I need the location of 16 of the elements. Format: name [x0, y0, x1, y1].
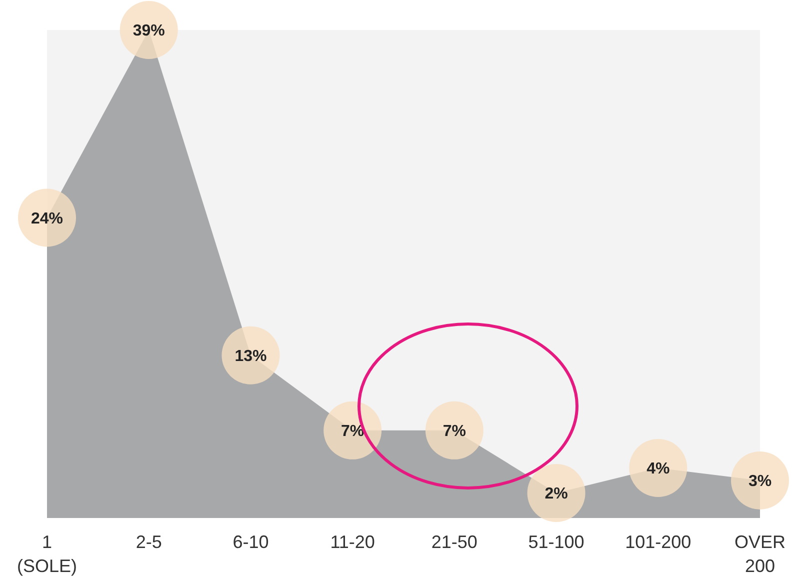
x-tick-label: 11-20 [330, 532, 375, 552]
data-label: 2% [544, 486, 568, 503]
data-label: 39% [132, 22, 165, 40]
x-tick-label: OVER 200 [734, 532, 786, 576]
data-label: 7% [442, 423, 466, 440]
x-tick-label: 21-50 [431, 532, 478, 552]
data-label: 7% [341, 423, 364, 440]
data-label: 24% [30, 210, 64, 228]
x-tick-label: 6-10 [232, 532, 269, 552]
data-label: 13% [234, 348, 267, 365]
data-label: 4% [646, 460, 670, 478]
x-tick-label: 51-100 [528, 532, 584, 552]
x-tick-label: 1 (SOLE) [16, 532, 78, 576]
x-tick-label: 2-5 [136, 532, 162, 552]
data-label: 3% [748, 473, 772, 490]
x-tick-label: 101-200 [625, 532, 692, 552]
